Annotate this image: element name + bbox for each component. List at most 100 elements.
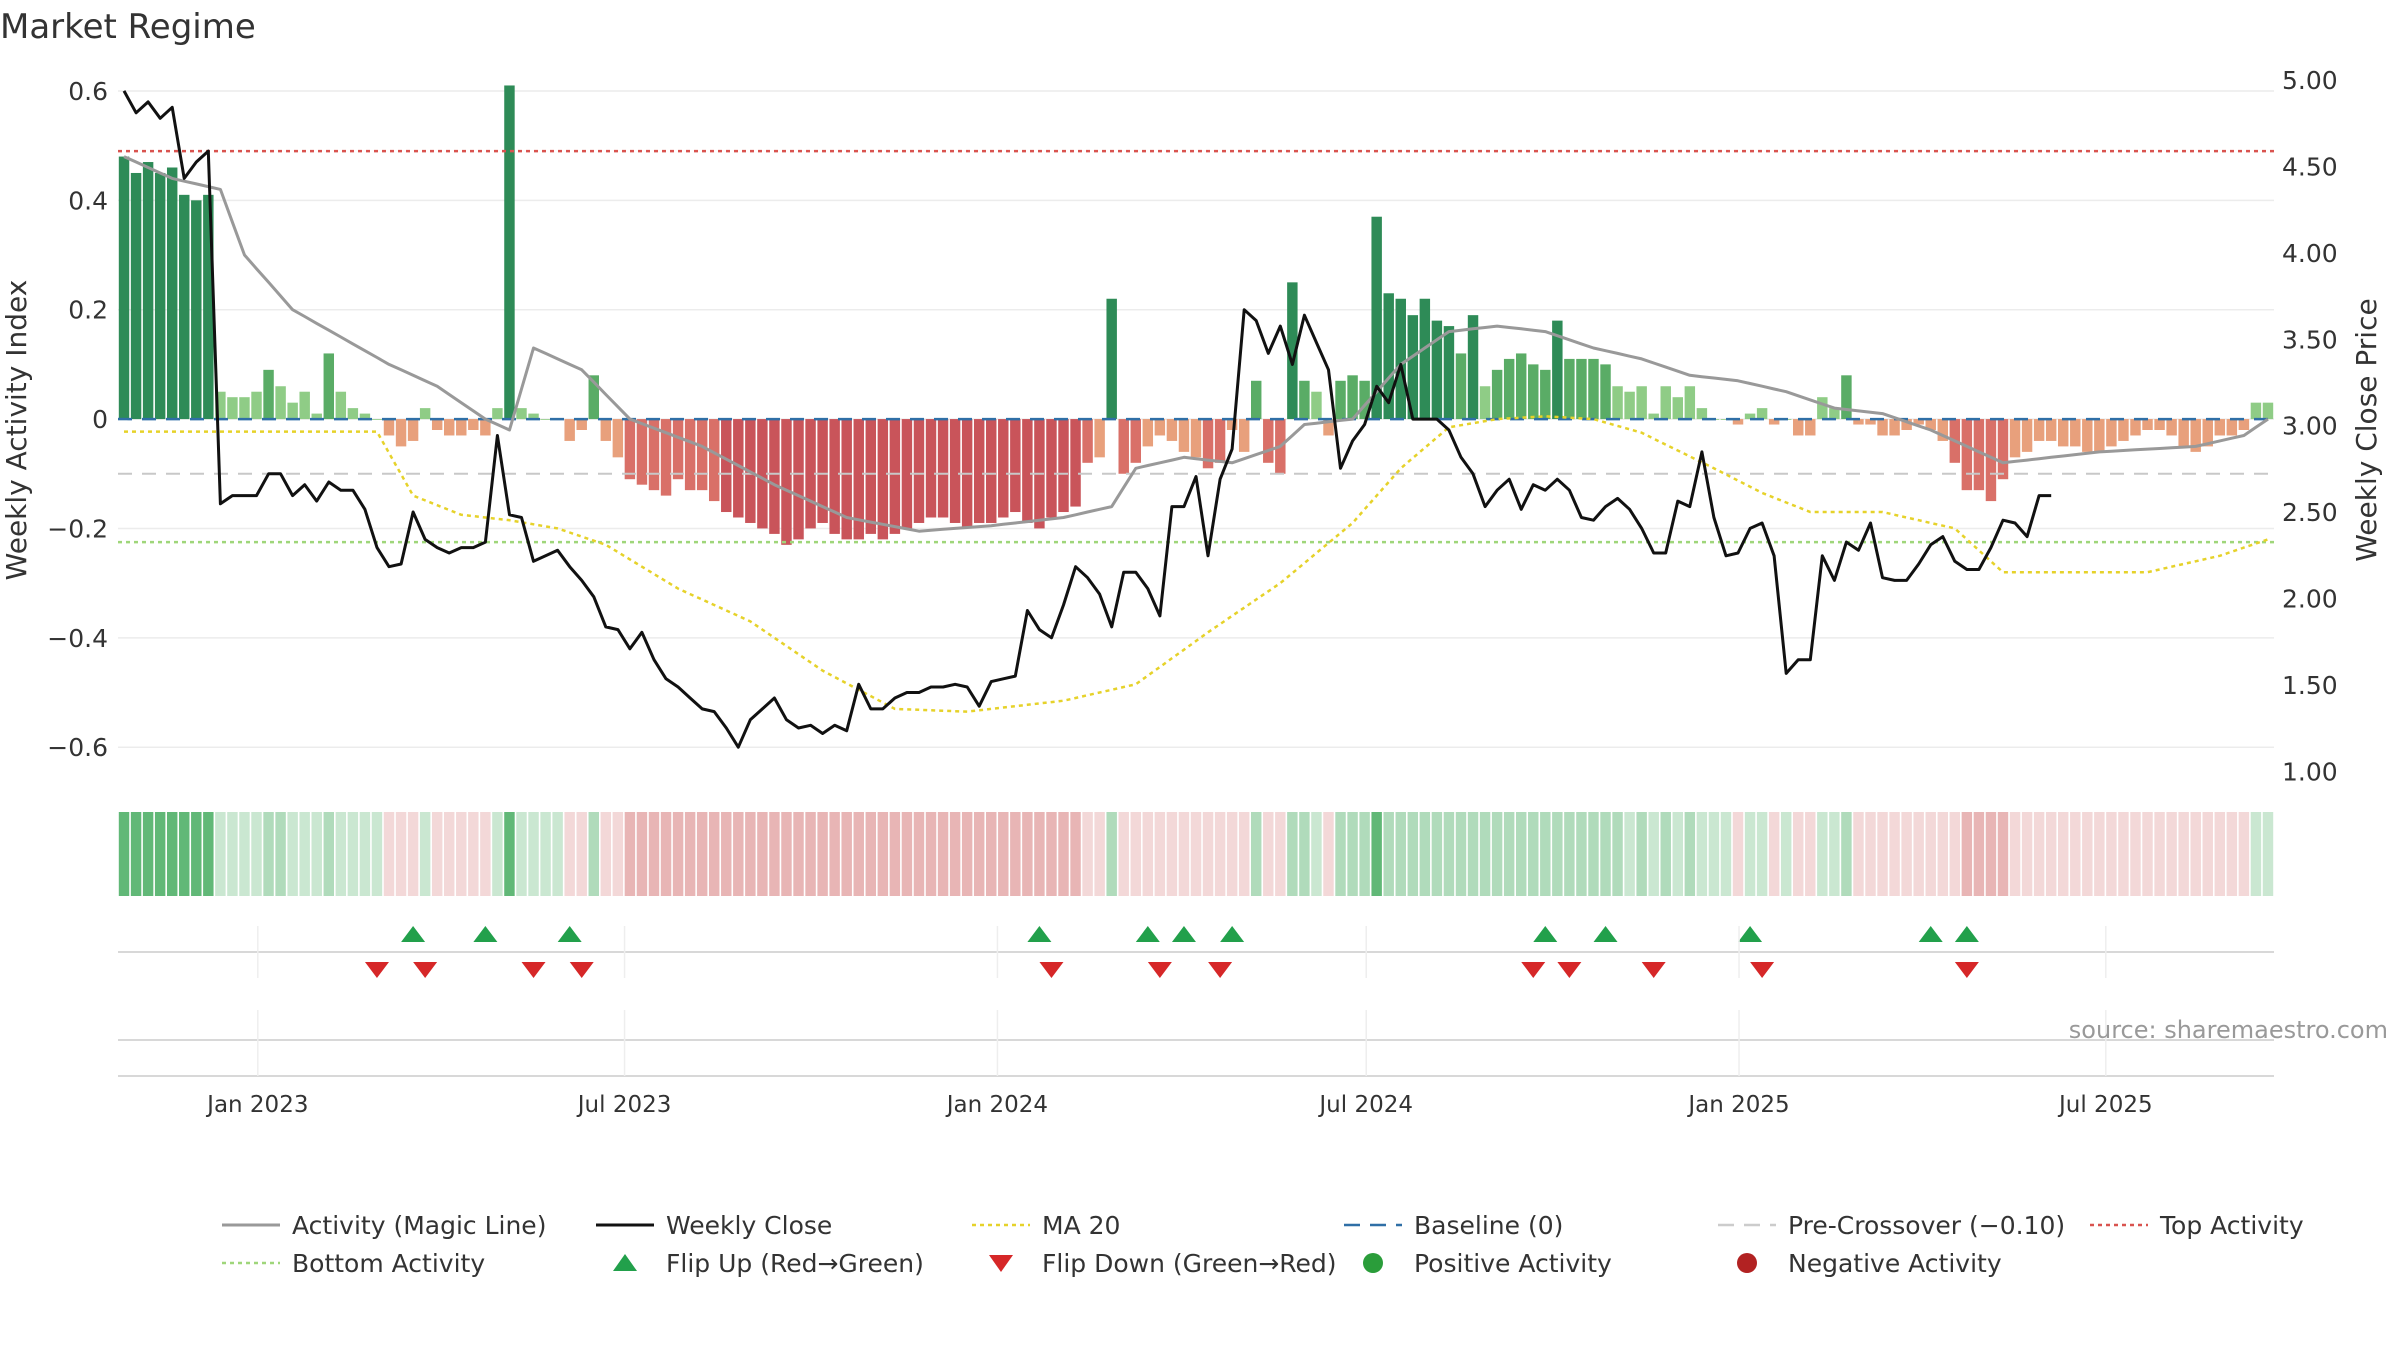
flip-up-marker	[557, 926, 582, 942]
y2-axis-label: Weekly Close Price	[2350, 298, 2383, 561]
regime-cell	[1058, 812, 1069, 896]
regime-cell	[612, 812, 624, 896]
regime-cell	[1708, 812, 1720, 896]
regime-cell	[1419, 812, 1431, 896]
regime-cell	[191, 812, 202, 896]
regime-cell	[492, 812, 503, 896]
activity-bar	[239, 397, 250, 420]
regime-cell	[733, 812, 744, 896]
activity-bar	[1299, 380, 1310, 420]
x-tick-label: Jul 2023	[576, 1092, 672, 1118]
regime-cell	[721, 812, 732, 896]
source-note: source: sharemaestro.com	[2069, 1016, 2388, 1044]
series-lines	[122, 90, 2269, 749]
regime-cell	[1564, 812, 1575, 896]
legend-swatch	[613, 1254, 637, 1271]
y-tick-label: 0.6	[68, 77, 108, 106]
flip-down-marker	[569, 962, 594, 978]
activity-bar	[1720, 419, 1732, 420]
activity-bar	[1178, 419, 1190, 452]
regime-cell	[757, 812, 768, 896]
activity-bar	[371, 419, 383, 420]
activity-bar	[1901, 419, 1912, 430]
activity-bar	[1166, 419, 1178, 441]
activity-bar	[2021, 419, 2033, 452]
activity-bar	[1636, 386, 1647, 420]
regime-cell	[1889, 812, 1900, 896]
activity-bar	[1251, 380, 1262, 420]
left-y-axis: 0.6 0.4 0.2 0 −0.2 −0.4 −0.6	[47, 77, 108, 762]
regime-cell	[371, 812, 383, 896]
legend-swatch	[1363, 1253, 1383, 1273]
legend-item: Flip Down (Green→Red)	[989, 1249, 1337, 1278]
regime-cell	[829, 812, 840, 896]
flip-up-marker	[1135, 926, 1160, 942]
ma20-line	[124, 415, 2269, 713]
activity-bar	[1973, 419, 1985, 491]
activity-bar	[1443, 326, 1455, 420]
activity-bar	[1744, 413, 1756, 420]
activity-bar	[1106, 298, 1117, 420]
activity-bar	[1335, 380, 1346, 420]
flip-down-marker	[1521, 962, 1546, 978]
legend-label: Baseline (0)	[1414, 1211, 1563, 1240]
flip-down-marker	[1557, 962, 1582, 978]
activity-bar	[2082, 419, 2093, 452]
activity-bar	[1672, 397, 1684, 420]
activity-bar	[1732, 419, 1744, 425]
activity-bar	[1142, 419, 1154, 447]
activity-bar	[528, 413, 539, 420]
regime-cell	[1684, 812, 1696, 896]
activity-bar	[1419, 298, 1431, 420]
regime-cell	[1142, 812, 1154, 896]
regime-cell	[648, 812, 660, 896]
legend-item: Baseline (0)	[1344, 1211, 1563, 1240]
activity-bar	[516, 408, 527, 420]
regime-cell	[1877, 812, 1888, 896]
activity-bar	[624, 419, 636, 480]
regime-cell	[1841, 812, 1852, 896]
activity-bar	[468, 419, 479, 430]
activity-bar	[1395, 298, 1406, 420]
activity-bar	[1768, 419, 1780, 425]
legend-item: Bottom Activity	[222, 1249, 485, 1278]
regime-cell	[383, 812, 395, 896]
regime-cell	[480, 812, 491, 896]
activity-bar	[1576, 358, 1587, 420]
activity-bar	[925, 419, 937, 518]
activity-bar	[540, 419, 551, 420]
legend-label: Activity (Magic Line)	[292, 1211, 546, 1240]
regime-cell	[468, 812, 479, 896]
regime-cell	[407, 812, 419, 896]
activity-bar	[1889, 419, 1900, 436]
activity-bar	[1202, 419, 1214, 469]
activity-bar	[865, 419, 877, 534]
activity-bar	[2070, 419, 2081, 447]
activity-bar	[2094, 419, 2105, 452]
regime-cell	[1805, 812, 1816, 896]
activity-bar	[323, 353, 335, 420]
x-tick-label: Jan 2023	[205, 1092, 308, 1118]
regime-cell	[2130, 812, 2141, 896]
activity-bar	[407, 419, 419, 441]
activity-bar	[1407, 315, 1419, 420]
regime-cell	[1949, 812, 1961, 896]
regime-cell	[805, 812, 816, 896]
regime-cell	[2226, 812, 2238, 896]
regime-cell	[1178, 812, 1190, 896]
regime-cell	[2190, 812, 2201, 896]
activity-bar	[203, 194, 214, 420]
activity-bar	[1985, 419, 1997, 502]
activity-bar	[1226, 419, 1238, 430]
legend-item: MA 20	[972, 1211, 1120, 1240]
y-axis-label: Weekly Activity Index	[0, 280, 33, 581]
activity-bar	[733, 419, 744, 518]
activity-bar	[154, 172, 166, 420]
activity-bar	[504, 85, 515, 420]
flip-up-marker	[1918, 926, 1943, 942]
regime-cell	[1696, 812, 1708, 896]
legend-item: Top Activity	[2090, 1211, 2304, 1240]
activity-bar	[1287, 282, 1298, 420]
regime-cell	[2094, 812, 2105, 896]
regime-cell	[1491, 812, 1503, 896]
